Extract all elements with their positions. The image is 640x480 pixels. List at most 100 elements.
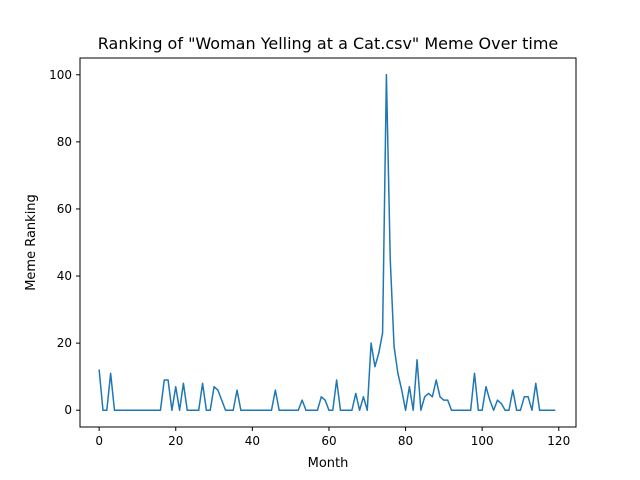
data-point — [175, 386, 177, 388]
data-point — [542, 409, 545, 411]
y-tick-label: 80 — [57, 135, 72, 149]
data-point — [516, 409, 518, 411]
data-point — [508, 409, 510, 411]
data-point — [439, 396, 441, 398]
data-point — [205, 409, 207, 411]
data-point — [435, 379, 437, 381]
x-tick-label: 40 — [245, 434, 260, 448]
data-point — [404, 409, 407, 411]
data-point — [355, 392, 357, 395]
data-point — [167, 379, 169, 381]
data-point — [278, 409, 280, 411]
data-point — [370, 342, 372, 344]
data-point — [401, 389, 403, 391]
data-point — [343, 409, 345, 411]
data-point — [178, 409, 181, 411]
data-point — [121, 409, 123, 411]
x-tick-label: 20 — [168, 434, 183, 448]
data-point — [324, 399, 326, 401]
data-point — [462, 409, 464, 411]
x-tick-label: 80 — [398, 434, 413, 448]
x-axis-label: Month — [308, 456, 349, 471]
data-point — [293, 409, 296, 411]
y-axis-label: Meme Ranking — [24, 194, 39, 291]
data-point — [332, 409, 334, 411]
data-point — [140, 409, 142, 411]
data-point — [431, 396, 433, 398]
data-point — [320, 396, 322, 398]
data-point — [427, 392, 430, 395]
data-point — [182, 382, 185, 384]
data-point — [416, 359, 418, 361]
data-point — [236, 389, 238, 391]
data-point — [359, 409, 361, 411]
data-point — [301, 399, 303, 401]
data-point — [477, 409, 479, 411]
data-point — [523, 396, 525, 398]
x-tick-label: 100 — [471, 434, 494, 448]
data-point — [420, 409, 422, 411]
x-tick-label: 0 — [95, 434, 103, 448]
data-point — [385, 74, 388, 76]
data-point — [217, 389, 219, 391]
data-point — [313, 409, 315, 411]
data-point — [458, 409, 460, 411]
data-point — [232, 409, 234, 411]
data-point — [224, 409, 227, 411]
data-point — [443, 399, 445, 401]
plot-area — [98, 74, 556, 411]
x-tick-label: 60 — [321, 434, 336, 448]
data-point — [347, 409, 349, 411]
data-point — [527, 396, 529, 398]
data-point — [244, 409, 246, 411]
data-point — [110, 372, 112, 374]
data-point — [152, 409, 154, 411]
data-point — [247, 409, 250, 411]
data-point — [133, 409, 135, 411]
data-point — [397, 372, 399, 374]
data-point — [378, 352, 380, 354]
data-point — [305, 409, 307, 411]
data-point — [267, 409, 269, 411]
data-point — [255, 409, 257, 411]
data-point — [163, 379, 165, 381]
data-point — [106, 409, 108, 411]
data-point — [381, 332, 384, 334]
data-point — [102, 409, 104, 411]
data-point — [412, 409, 414, 411]
data-point — [240, 409, 242, 411]
data-point — [389, 258, 391, 260]
data-point — [282, 409, 284, 411]
data-point — [316, 409, 319, 411]
data-point — [201, 382, 204, 384]
chart-title: Ranking of "Woman Yelling at a Cat.csv" … — [98, 34, 559, 53]
data-point — [393, 345, 395, 348]
data-point — [473, 372, 476, 374]
plot-frame — [79, 57, 577, 428]
data-point — [251, 409, 253, 411]
data-point — [213, 386, 215, 388]
data-point — [309, 409, 311, 411]
data-point — [450, 409, 453, 411]
data-point — [362, 396, 365, 398]
y-tick-label: 0 — [64, 403, 72, 417]
data-point — [366, 409, 368, 411]
data-point — [270, 409, 273, 411]
data-point — [550, 409, 552, 411]
data-point — [136, 409, 139, 411]
data-point — [117, 409, 119, 411]
data-point — [374, 366, 376, 368]
data-point — [539, 409, 541, 411]
data-point — [198, 409, 200, 411]
data-point — [493, 409, 495, 411]
data-point — [259, 409, 261, 411]
data-point — [546, 409, 548, 411]
data-point — [481, 409, 483, 411]
data-point — [171, 409, 173, 411]
data-point — [351, 409, 353, 411]
data-point — [485, 386, 487, 388]
data-point — [500, 402, 502, 405]
data-point — [531, 409, 533, 411]
data-point — [263, 409, 265, 411]
